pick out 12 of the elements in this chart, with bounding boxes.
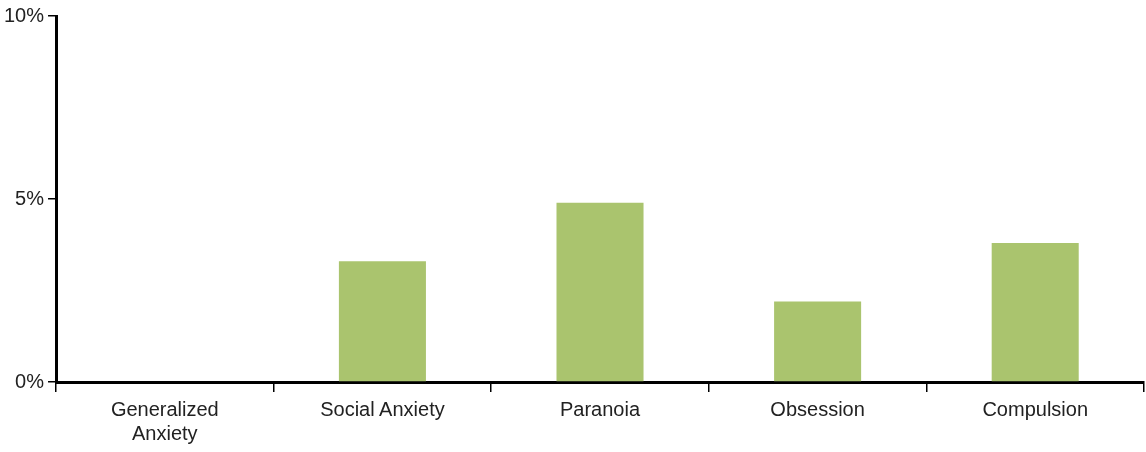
x-tick-label: Paranoia xyxy=(559,397,641,420)
x-tick-label: Social Anxiety xyxy=(320,397,445,420)
bar xyxy=(338,261,426,382)
bar xyxy=(774,301,862,382)
y-tick-label: 5% xyxy=(15,186,45,209)
bar xyxy=(556,202,644,382)
bar xyxy=(991,242,1079,382)
x-tick-label: Generalized Anxiety xyxy=(110,397,219,444)
x-tick-label: Compulsion xyxy=(982,397,1089,420)
y-tick-label: 0% xyxy=(15,369,45,392)
x-tick-label: Obsession xyxy=(770,397,865,420)
y-tick-label: 10% xyxy=(4,3,45,26)
